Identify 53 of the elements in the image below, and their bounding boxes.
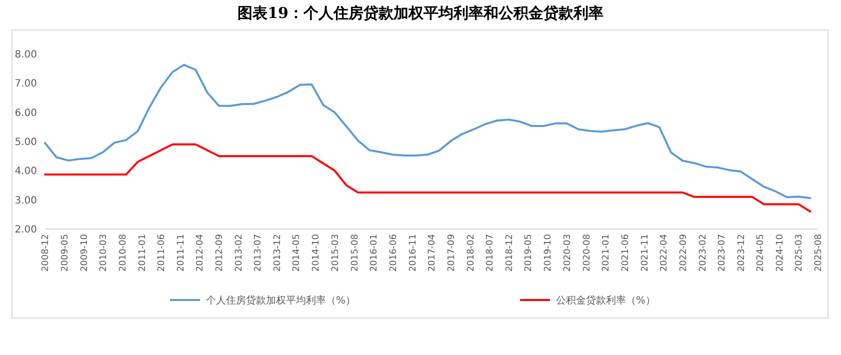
line-series [44, 64, 812, 200]
y-tick-label: 6.00 [14, 108, 37, 119]
x-tick-label: 2018-12 [504, 234, 515, 272]
x-tick-label: 2019-10 [544, 234, 554, 272]
x-tick-label: 2018-02 [466, 234, 476, 272]
x-tick-label: 2014-05 [292, 234, 302, 272]
x-tick-label: 2012-04 [196, 234, 206, 272]
x-tick-label: 2023-12 [736, 234, 747, 272]
x-tick-label: 2020-08 [582, 234, 592, 272]
x-tick-label: 2011-11 [176, 234, 186, 272]
x-tick-label: 2010-08 [118, 234, 128, 272]
x-tick-label: 2015-03 [330, 234, 341, 272]
x-tick-label: 2017-04 [428, 234, 438, 272]
x-tick-label: 2010-03 [98, 234, 109, 272]
x-tick-label: 2024-05 [756, 234, 766, 272]
x-tick-label: 2011-06 [156, 234, 167, 272]
x-tick-label: 2023-02 [698, 234, 708, 272]
x-tick-label: 2011-01 [138, 234, 148, 272]
x-tick-label: 2016-01 [370, 234, 380, 272]
x-tick-label: 2013-07 [254, 234, 264, 272]
x-tick-label: 2020-03 [562, 234, 573, 272]
x-tick-label: 2019-05 [524, 234, 534, 272]
x-tick-label: 2013-12 [273, 234, 284, 272]
y-tick-label: 7.00 [14, 78, 37, 90]
x-tick-label: 2009-10 [80, 234, 90, 272]
x-tick-label: 2016-11 [408, 234, 418, 272]
x-tick-label: 2012-09 [215, 234, 226, 272]
y-tick-label: 3.00 [14, 195, 37, 206]
legend-label: 个人住房贷款加权平均利率（%） [206, 294, 356, 306]
x-tick-label: 2025-08 [814, 234, 824, 272]
y-tick-label: 5.00 [14, 137, 37, 148]
x-tick-label: 2021-06 [620, 234, 631, 272]
legend-label: 公积金贷款利率（%） [556, 294, 656, 306]
x-tick-label: 2022-09 [678, 234, 689, 272]
y-tick-label: 8.00 [14, 50, 37, 60]
x-tick-label: 2021-01 [602, 234, 612, 272]
x-tick-label: 2025-03 [794, 234, 805, 272]
line-series [44, 143, 812, 212]
x-tick-label: 2024-10 [776, 234, 786, 272]
x-tick-label: 2013-02 [234, 234, 245, 272]
x-tick-label: 2014-10 [312, 234, 322, 272]
y-tick-label: 2.00 [14, 224, 37, 236]
x-tick-label: 2018-07 [485, 234, 496, 272]
x-tick-label: 2008-12 [41, 234, 52, 272]
x-tick-label: 2017-09 [447, 234, 458, 272]
chart-title: 图表19：个人住房贷款加权平均利率和公积金贷款利率 [238, 4, 604, 22]
y-tick-label: 4.00 [14, 166, 37, 178]
x-tick-label: 2021-11 [640, 234, 650, 272]
x-tick-label: 2023-07 [717, 234, 728, 272]
x-tick-label: 2022-04 [659, 234, 670, 272]
x-tick-label: 2015-08 [350, 234, 360, 272]
x-tick-label: 2009-05 [60, 234, 70, 272]
x-tick-label: 2016-06 [388, 234, 399, 272]
